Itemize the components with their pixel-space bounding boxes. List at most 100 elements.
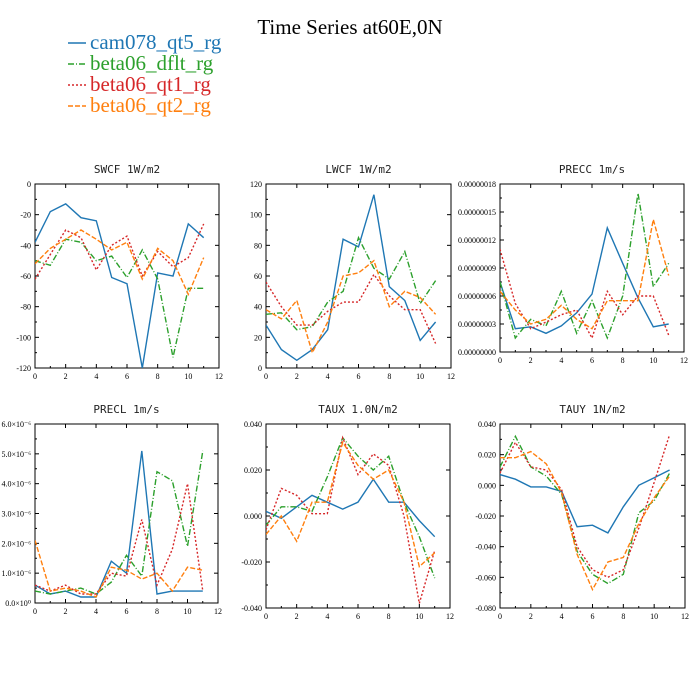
series-line-3 xyxy=(35,229,205,297)
y-tick-label: 0.00000015 xyxy=(458,208,496,217)
legend-entry-1: beta06_dflt_rg xyxy=(90,51,214,75)
series-line-0 xyxy=(266,477,436,538)
series-line-0 xyxy=(35,450,203,598)
y-tick-label: 0 xyxy=(27,180,31,189)
x-tick-label: 4 xyxy=(560,612,564,621)
panel-4: TAUX 1.0N/m2 0 2 4 6 8 10 12 -0.040 -0.020 0.000 0.… xyxy=(241,403,454,621)
series-line-1 xyxy=(35,450,204,595)
y-tick-label: 3.0×10⁻⁶ xyxy=(1,510,31,519)
x-tick-label: 12 xyxy=(680,356,688,365)
x-tick-label: 12 xyxy=(214,607,222,616)
x-tick-label: 6 xyxy=(125,372,129,381)
plot-frame-5 xyxy=(499,423,686,609)
series-line-2 xyxy=(35,223,205,280)
x-tick-label: 8 xyxy=(156,372,160,381)
series-line-3 xyxy=(266,440,436,568)
series-line-2 xyxy=(266,273,437,344)
x-tick-label: 4 xyxy=(559,356,563,365)
x-tick-label: 8 xyxy=(621,612,625,621)
x-tick-label: 2 xyxy=(64,607,68,616)
y-tick-label: 0.020 xyxy=(244,466,262,475)
y-tick-label: -0.040 xyxy=(241,604,262,613)
y-tick-label: 40 xyxy=(254,303,262,312)
legend-entry-3: beta06_qt2_rg xyxy=(90,93,211,117)
series-line-2 xyxy=(35,483,204,595)
series-line-0 xyxy=(35,203,205,368)
series-line-1 xyxy=(266,436,436,579)
y-tick-label: 5.0×10⁻⁶ xyxy=(1,450,31,459)
x-tick-label: 0 xyxy=(33,372,37,381)
panel-title-0: SWCF 1W/m2 xyxy=(94,163,160,176)
plot-frame-4 xyxy=(265,423,451,609)
x-tick-label: 10 xyxy=(649,356,657,365)
y-tick-label: 0.00000018 xyxy=(458,180,496,189)
x-tick-label: 6 xyxy=(125,607,129,616)
x-tick-label: 10 xyxy=(184,372,192,381)
y-tick-label: 0.000 xyxy=(478,481,496,490)
legend-entry-2: beta06_qt1_rg xyxy=(90,72,211,96)
x-tick-label: 4 xyxy=(325,612,329,621)
y-tick-label: 80 xyxy=(254,241,262,250)
x-tick-label: 2 xyxy=(295,372,299,381)
y-tick-label: 6.0×10⁻⁶ xyxy=(1,420,31,429)
x-tick-label: 2 xyxy=(529,356,533,365)
x-tick-label: 12 xyxy=(446,612,454,621)
series-line-1 xyxy=(500,193,670,340)
y-tick-label: 0.00000006 xyxy=(458,292,496,301)
x-tick-label: 6 xyxy=(356,612,360,621)
y-tick-label: 0.000 xyxy=(244,512,262,521)
series-line-0 xyxy=(266,194,437,362)
series-line-1 xyxy=(35,238,204,358)
y-tick-label: -80 xyxy=(20,303,31,312)
x-tick-label: 0 xyxy=(498,612,502,621)
x-tick-label: 8 xyxy=(387,612,391,621)
panel-3: PRECL 1m/s 0 2 4 6 8 10 12 0.0×10⁰ 1.0×10⁻⁶ 2.0×10… xyxy=(1,403,222,616)
x-tick-label: 12 xyxy=(447,372,455,381)
x-tick-label: 8 xyxy=(155,607,159,616)
y-tick-label: 0.040 xyxy=(244,420,262,429)
x-tick-label: 10 xyxy=(415,612,423,621)
x-tick-label: 0 xyxy=(33,607,37,616)
y-tick-label: 4.0×10⁻⁶ xyxy=(1,480,31,489)
x-tick-label: 4 xyxy=(326,372,330,381)
y-tick-label: -100 xyxy=(16,333,31,342)
panel-title-1: LWCF 1W/m2 xyxy=(325,163,391,176)
x-tick-label: 8 xyxy=(387,372,391,381)
y-tick-label: -0.020 xyxy=(475,512,496,521)
panel-2: PRECC 1m/s 0 2 4 6 8 10 12 0.00000000 0.00000003 0… xyxy=(458,163,688,365)
x-tick-label: 2 xyxy=(529,612,533,621)
x-tick-label: 0 xyxy=(498,356,502,365)
y-tick-label: 2.0×10⁻⁶ xyxy=(1,539,31,548)
y-tick-label: -20 xyxy=(20,211,31,220)
y-tick-label: 100 xyxy=(250,211,262,220)
y-tick-label: 0.00000000 xyxy=(458,348,496,357)
x-tick-label: 10 xyxy=(650,612,658,621)
panel-title-2: PRECC 1m/s xyxy=(559,163,625,176)
series-line-0 xyxy=(500,469,670,534)
y-tick-label: 0.040 xyxy=(478,420,496,429)
x-tick-label: 8 xyxy=(621,356,625,365)
plot-frame-0 xyxy=(34,183,220,369)
y-tick-label: -120 xyxy=(16,364,31,373)
series-line-3 xyxy=(266,259,437,355)
y-tick-label: 0.020 xyxy=(478,451,496,460)
x-tick-label: 4 xyxy=(94,607,98,616)
y-tick-label: 120 xyxy=(250,180,262,189)
x-tick-label: 10 xyxy=(184,607,192,616)
series-line-2 xyxy=(266,435,436,604)
x-tick-label: 2 xyxy=(64,372,68,381)
y-tick-label: 0.00000003 xyxy=(458,320,496,329)
y-tick-label: 0 xyxy=(258,364,262,373)
y-tick-label: -0.080 xyxy=(475,604,496,613)
panel-title-5: TAUY 1N/m2 xyxy=(559,403,625,416)
panel-5: TAUY 1N/m2 0 2 4 6 8 10 12 -0.080 -0.060 -0.040 -0.… xyxy=(475,403,689,621)
y-tick-label: 0.00000012 xyxy=(458,236,496,245)
y-tick-label: 0.0×10⁰ xyxy=(5,599,31,608)
y-tick-label: -40 xyxy=(20,241,31,250)
series-line-3 xyxy=(35,540,203,598)
x-tick-label: 6 xyxy=(357,372,361,381)
x-tick-label: 6 xyxy=(590,356,594,365)
y-tick-label: -0.040 xyxy=(475,543,496,552)
